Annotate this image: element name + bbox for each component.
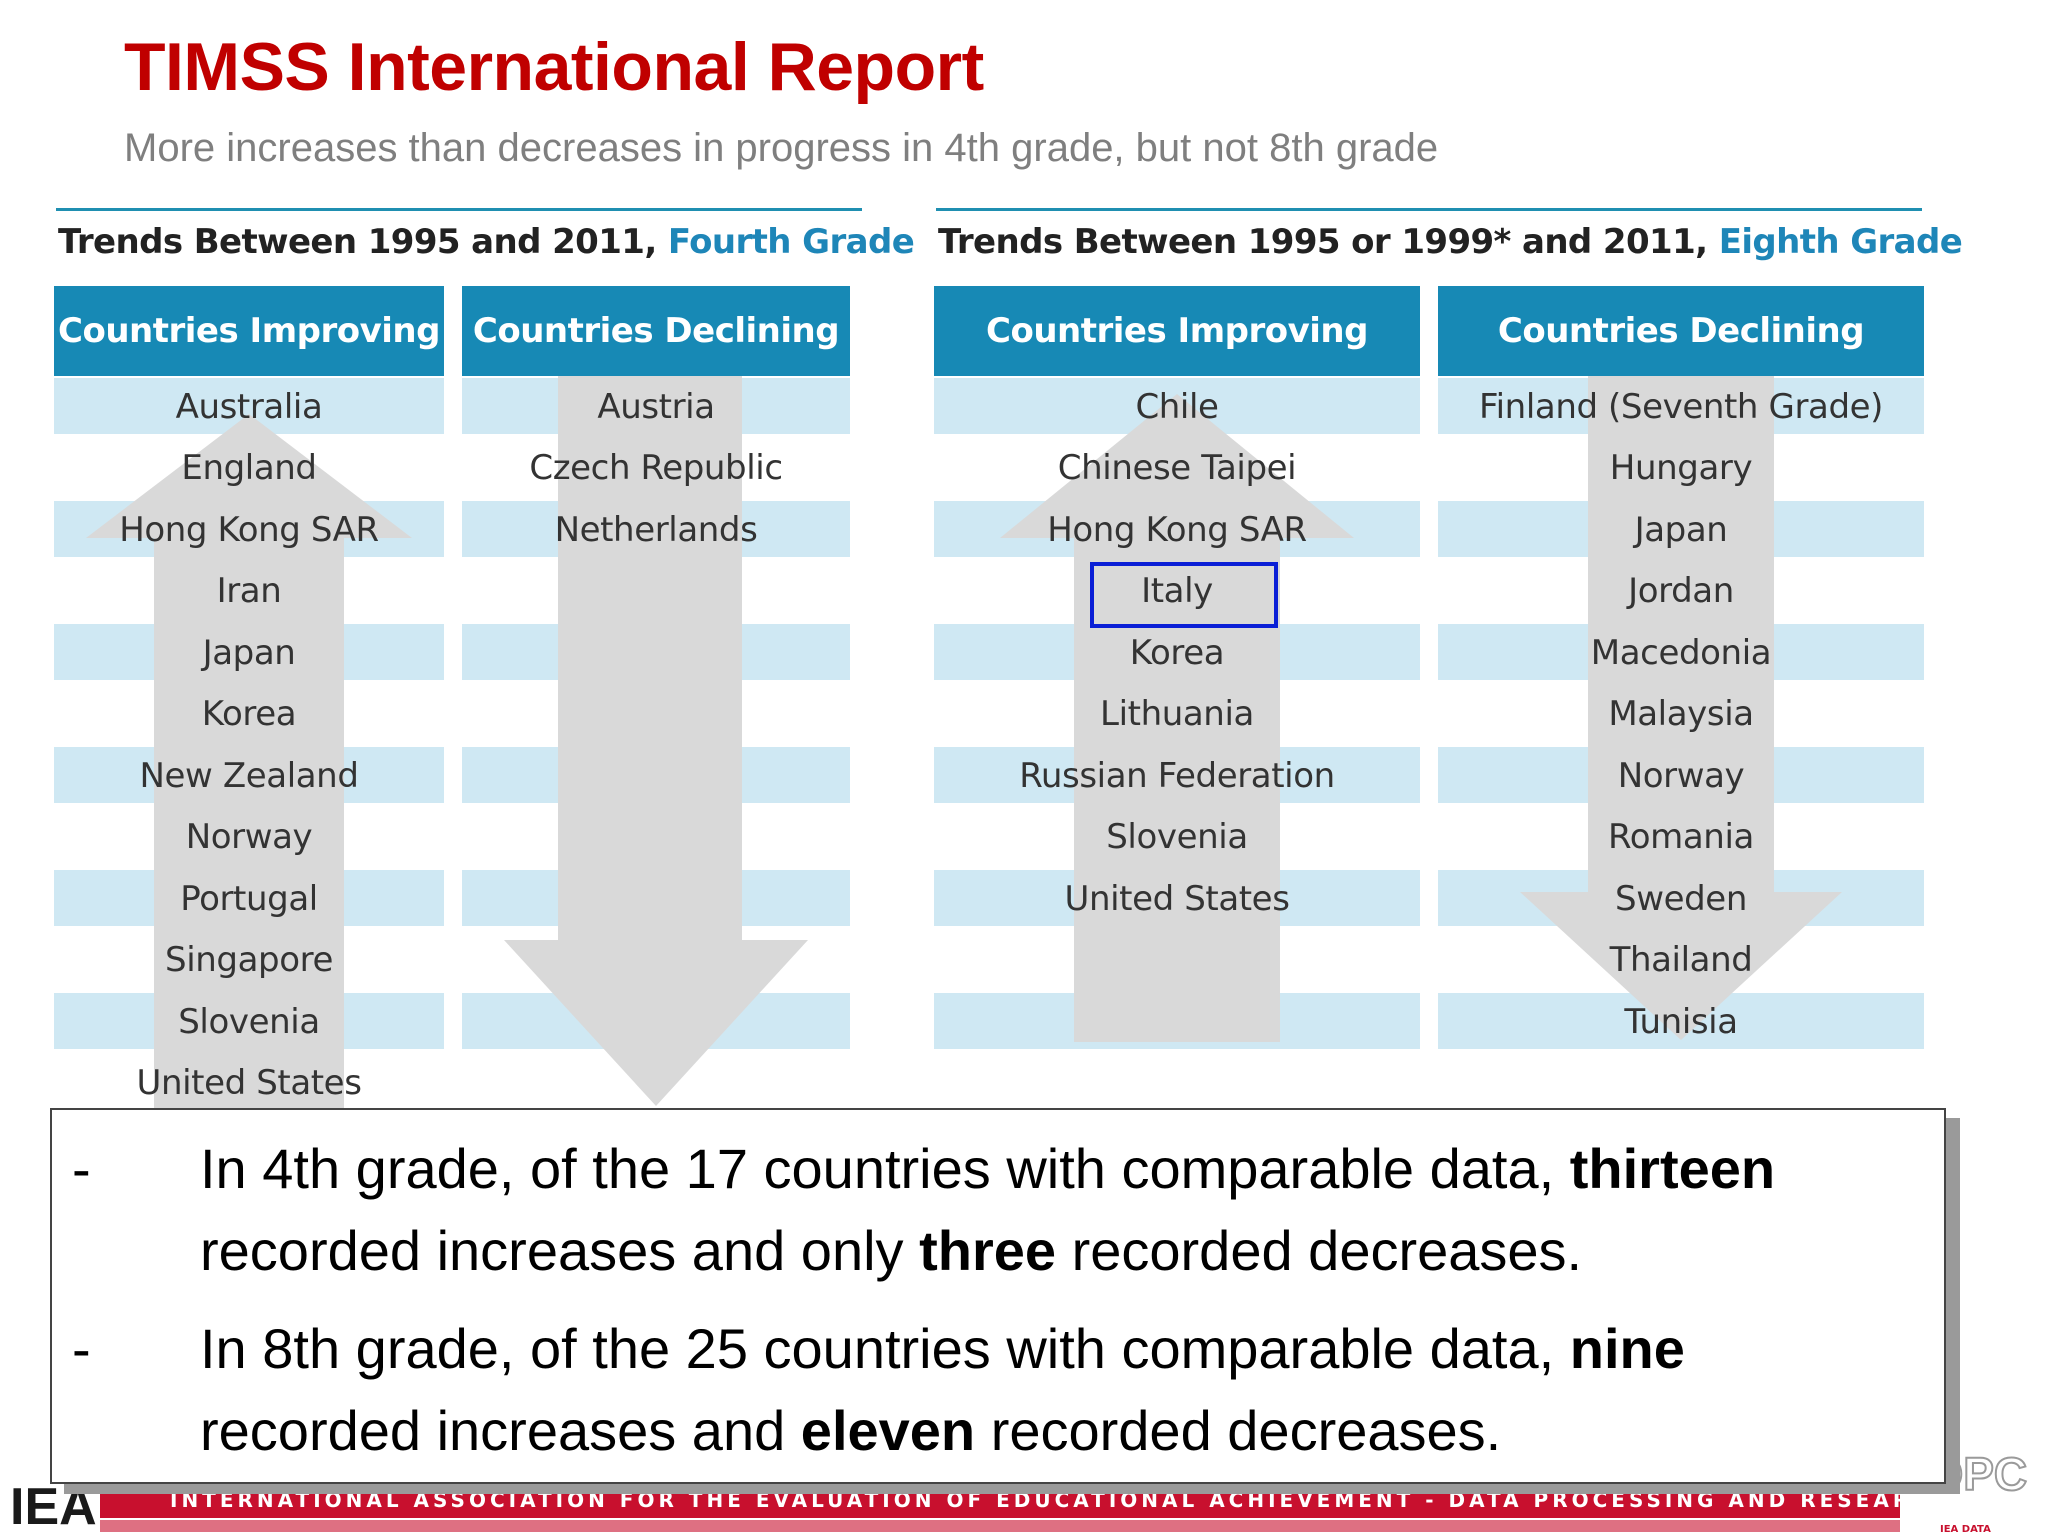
country-row: United States	[136, 1063, 362, 1104]
eighth-grade-panel-title: Trends Between 1995 or 1999* and 2011, E…	[938, 222, 1963, 262]
country-row: Chile	[1135, 386, 1219, 427]
country-row: England	[181, 448, 317, 489]
eighth-improving-body: Chile Chinese Taipei Hong Kong SAR Italy Kor…	[934, 376, 1420, 1056]
iea-logo-icon: IEA	[10, 1478, 97, 1532]
eighth-improving-list: Chile Chinese Taipei Hong Kong SAR Italy Kor…	[934, 376, 1420, 930]
up-arrow-icon	[86, 414, 412, 1116]
bullet-text-segment: recorded decreases.	[975, 1399, 1502, 1462]
country-row: Lithuania	[1100, 694, 1254, 735]
eighth-grade-improving-column: Countries Improving Chile Chinese Taipei H…	[934, 286, 1420, 1056]
eighth-grade-title-grade: Eighth Grade	[1718, 222, 1963, 262]
bullet-text: In 8th grade, of the 25 countries with c…	[200, 1308, 1912, 1472]
down-arrow-icon	[504, 376, 808, 1106]
country-row: Austria	[597, 386, 715, 427]
fourth-improving-body: Australia England Hong Kong SAR Iran Japan Ko…	[54, 376, 444, 1116]
eighth-declining-list: Finland (Seventh Grade) Hungary Japan Jorda…	[1438, 376, 1924, 1053]
fourth-grade-declining-column: Countries Declining Austria Czech Republi…	[462, 286, 850, 1116]
country-row: Korea	[201, 694, 297, 735]
country-row: Japan	[202, 632, 296, 673]
up-arrow-icon	[1000, 394, 1354, 1042]
country-row: Jordan	[1628, 571, 1734, 612]
country-row: Portugal	[180, 878, 318, 919]
bullet-text: In 4th grade, of the 17 countries with c…	[200, 1128, 1912, 1292]
iea-logo-text: IEA	[10, 1478, 97, 1532]
country-row: United States	[1064, 878, 1290, 919]
eighth-declining-header: Countries Declining	[1438, 286, 1924, 376]
country-row: Malaysia	[1608, 694, 1754, 735]
bullet-bold-count: three	[919, 1219, 1057, 1282]
summary-textbox: - In 4th grade, of the 17 countries with…	[50, 1108, 1946, 1484]
country-row: Norway	[185, 817, 313, 858]
country-row: Finland (Seventh Grade)	[1478, 386, 1884, 427]
bullet-text-segment: In 8th grade, of the 25 countries with c…	[200, 1317, 1570, 1380]
country-row: Netherlands	[554, 509, 758, 550]
fourth-declining-list: Austria Czech Republic Netherlands	[462, 376, 850, 561]
country-row: New Zealand	[139, 755, 359, 796]
country-row: Singapore	[165, 940, 333, 981]
eighth-grade-declining-column: Countries Declining Finland (Seventh Gra…	[1438, 286, 1924, 1056]
footer: INTERNATIONAL ASSOCIATION FOR THE EVALUA…	[0, 1447, 2048, 1536]
fourth-declining-header: Countries Declining	[462, 286, 850, 376]
country-row: Japan	[1634, 509, 1728, 550]
country-row: Romania	[1608, 817, 1754, 858]
country-row: Slovenia	[178, 1001, 320, 1042]
bullet-text-segment: recorded increases and	[200, 1399, 801, 1462]
bullet-text-segment: recorded increases and only	[200, 1219, 920, 1282]
country-row: Russian Federation	[1019, 755, 1335, 796]
country-row: Sweden	[1615, 878, 1747, 919]
fourth-grade-title-prefix: Trends Between 1995 and 2011,	[58, 222, 668, 262]
fourth-declining-body: Austria Czech Republic Netherlands	[462, 376, 850, 1116]
page-title: TIMSS International Report	[124, 29, 984, 105]
country-row: Thailand	[1609, 940, 1753, 981]
bullet-dash: -	[72, 1317, 91, 1380]
fourth-grade-title-grade: Fourth Grade	[667, 222, 915, 262]
country-row: Norway	[1617, 755, 1745, 796]
country-row: Slovenia	[1106, 817, 1248, 858]
bullet-bold-count: eleven	[800, 1399, 976, 1462]
bullet-dash: -	[72, 1137, 91, 1200]
eighth-declining-body: Finland (Seventh Grade) Hungary Japan Jorda…	[1438, 376, 1924, 1056]
italy-highlight-box	[1090, 562, 1278, 628]
footer-band: INTERNATIONAL ASSOCIATION FOR THE EVALUA…	[100, 1482, 2048, 1518]
bullet-bold-count: thirteen	[1569, 1137, 1776, 1200]
footer-band-underline	[100, 1520, 1900, 1532]
country-row: Italy	[1141, 571, 1213, 612]
country-row: Czech Republic	[529, 448, 783, 489]
fourth-grade-improving-column: Countries Improving Australia England Hong…	[54, 286, 444, 1116]
country-row: Korea	[1129, 632, 1225, 673]
fourth-grade-panel-title: Trends Between 1995 and 2011, Fourth Gra…	[58, 222, 915, 262]
country-row: Chinese Taipei	[1057, 448, 1297, 489]
page-subtitle: More increases than decreases in progres…	[124, 126, 1439, 170]
eighth-improving-header: Countries Improving	[934, 286, 1420, 376]
country-row: Iran	[216, 571, 282, 612]
eighth-grade-title-prefix: Trends Between 1995 or 1999* and 2011,	[938, 222, 1719, 262]
fourth-improving-header: Countries Improving	[54, 286, 444, 376]
country-row: Australia	[175, 386, 323, 427]
down-arrow-icon	[1520, 376, 1842, 1040]
country-row: Hong Kong SAR	[1047, 509, 1307, 550]
dpc-logo-caption: IEA DATA PROCESSING AND RESEARCH CENTER	[1940, 1524, 1991, 1535]
fourth-grade-top-rule	[56, 208, 862, 211]
country-row: Tunisia	[1624, 1001, 1738, 1042]
bullet-text-segment: In 4th grade, of the 17 countries with c…	[200, 1137, 1570, 1200]
country-row: Macedonia	[1590, 632, 1772, 673]
country-row: Hungary	[1609, 448, 1753, 489]
country-row: Hong Kong SAR	[119, 509, 379, 550]
fourth-improving-list: Australia England Hong Kong SAR Iran Japan Ko…	[54, 376, 444, 1114]
bullet-bold-count: nine	[1569, 1317, 1685, 1380]
eighth-grade-top-rule	[936, 208, 1922, 211]
bullet-text-segment: recorded decreases.	[1056, 1219, 1583, 1282]
